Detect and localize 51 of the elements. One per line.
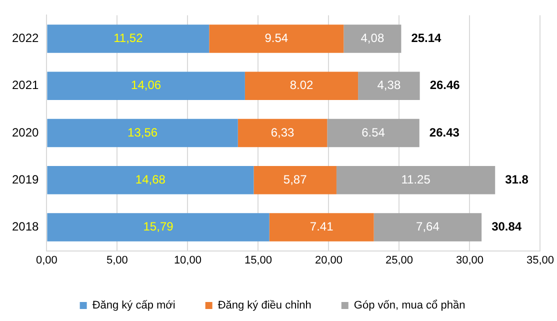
x-tick-label: 30,00: [456, 254, 484, 266]
y-tick-label: 2018: [12, 220, 40, 234]
data-label: 7,64: [416, 220, 440, 234]
data-label: 13,56: [128, 125, 158, 140]
y-tick-label: 2019: [12, 172, 40, 186]
bar: [47, 213, 270, 242]
data-label: 5,87: [283, 172, 308, 186]
legend-label: Đăng ký cấp mới: [92, 300, 176, 312]
total-label: 26.46: [430, 78, 460, 92]
data-label: 9.54: [264, 31, 288, 46]
y-tick-label: 2022: [12, 31, 40, 46]
x-tick-label: 25,00: [385, 254, 413, 266]
x-tick-label: 10,00: [174, 254, 202, 266]
total-label: 25.14: [411, 31, 442, 46]
legend-label: Đăng ký điều chỉnh: [218, 300, 312, 312]
data-label: 4,08: [360, 31, 384, 46]
total-label: 31.8: [505, 172, 529, 186]
data-label: 7.41: [310, 220, 334, 234]
data-label: 6,33: [270, 125, 295, 140]
data-label: 4,38: [377, 78, 401, 92]
y-tick-label: 2020: [12, 125, 40, 140]
x-tick-label: 15,00: [244, 254, 272, 266]
data-label: 14,06: [131, 78, 162, 92]
bar: [47, 118, 238, 148]
bar: [344, 24, 402, 53]
y-tick-label: 2021: [12, 78, 40, 92]
bar: [374, 213, 482, 242]
data-label: 15,79: [143, 220, 174, 234]
bar: [254, 166, 336, 194]
data-label: 8.02: [290, 78, 314, 92]
bar: [47, 166, 254, 194]
bar: [238, 118, 328, 148]
legend-label: Góp vốn, mua cổ phần: [354, 300, 466, 312]
x-tick-label: 20,00: [314, 254, 342, 266]
bar: [47, 72, 245, 100]
x-tick-label: 5,00: [106, 254, 128, 266]
bar: [47, 24, 210, 53]
bar: [209, 24, 344, 53]
total-label: 30.84: [492, 220, 522, 234]
bar: [336, 166, 496, 194]
data-label: 11,52: [114, 31, 144, 46]
total-label: 26.43: [429, 125, 460, 140]
bar: [358, 72, 420, 100]
data-label: 14,68: [135, 172, 166, 186]
x-tick-label: 0,00: [36, 254, 58, 266]
data-label: 11.25: [401, 172, 431, 186]
bar: [244, 72, 358, 100]
bar: [327, 118, 420, 148]
data-label: 6.54: [362, 125, 386, 140]
bar: [269, 213, 374, 242]
x-tick-label: 35,00: [526, 254, 554, 266]
